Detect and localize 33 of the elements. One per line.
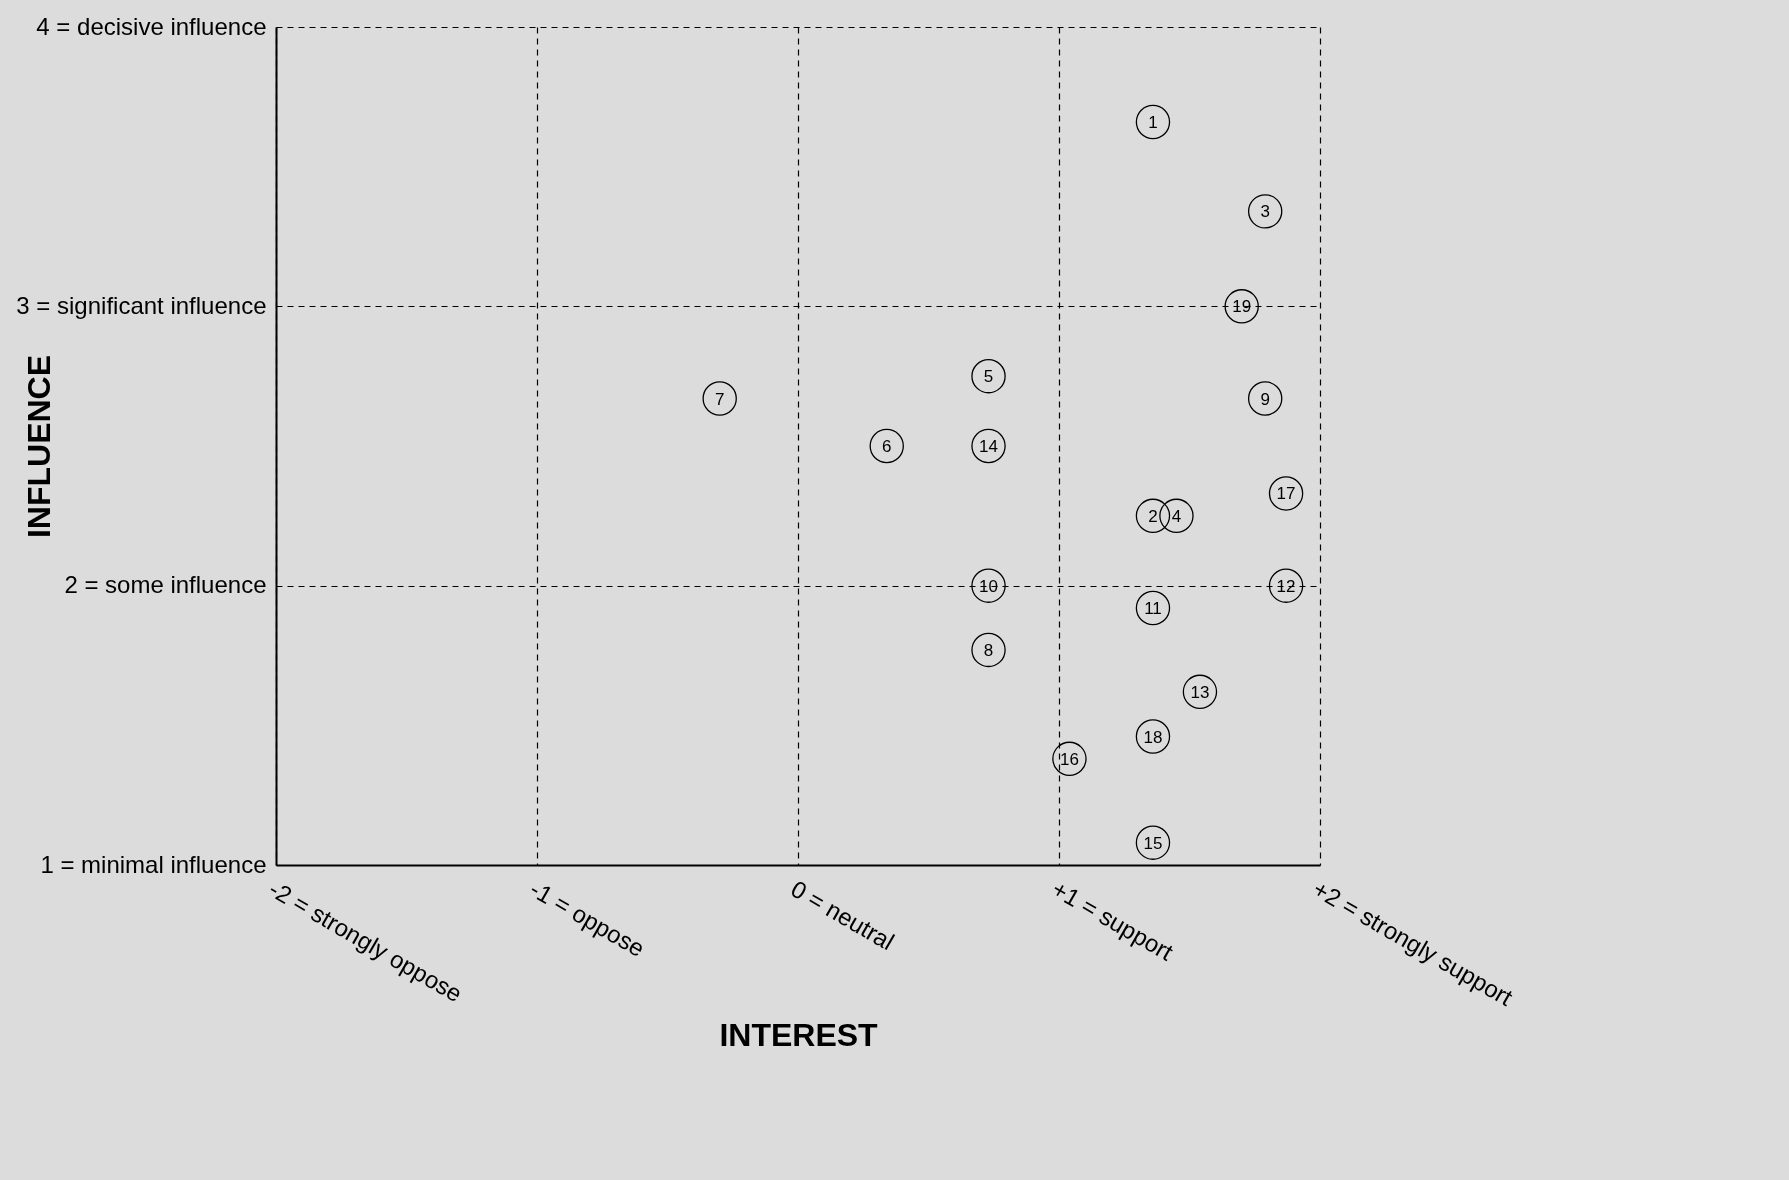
y-tick-label: 4 = decisive influence [36, 12, 267, 40]
y-tick-label: 2 = some influence [64, 571, 267, 599]
point [702, 381, 737, 416]
annotation: 11 [1144, 599, 1162, 619]
annotation: 5 [983, 367, 994, 387]
point [971, 632, 1006, 668]
annotation: 6 [882, 437, 892, 456]
point [971, 358, 1006, 394]
point [1247, 194, 1283, 229]
annotation: 16 [1059, 749, 1079, 769]
annotation: 8 [983, 640, 994, 660]
annotation: 1 [1148, 112, 1158, 132]
annotation: 19 [1232, 297, 1252, 317]
annotation: 4 [1171, 506, 1182, 526]
point [1247, 381, 1283, 416]
point [1159, 498, 1194, 534]
annotation: 15 [1143, 833, 1163, 853]
annotation: 7 [714, 389, 725, 409]
annotation: 18 [1143, 727, 1163, 747]
point [869, 428, 904, 464]
annotation: 10 [979, 576, 998, 596]
y-axis-title: INFLUENCE [20, 354, 57, 539]
annotation: 14 [979, 437, 998, 456]
annotation: 9 [1260, 389, 1270, 409]
annotation: 2 [1148, 506, 1158, 526]
annotation: 13 [1190, 682, 1210, 702]
annotation: 17 [1276, 484, 1296, 504]
y-tick-label: 3 = significant influence [16, 291, 267, 319]
point [1135, 498, 1171, 534]
y-tick-label: 1 = minimal influence [40, 850, 267, 878]
x-axis-title: INTEREST [719, 1017, 879, 1054]
point [1135, 104, 1171, 140]
annotation: 3 [1260, 202, 1270, 222]
